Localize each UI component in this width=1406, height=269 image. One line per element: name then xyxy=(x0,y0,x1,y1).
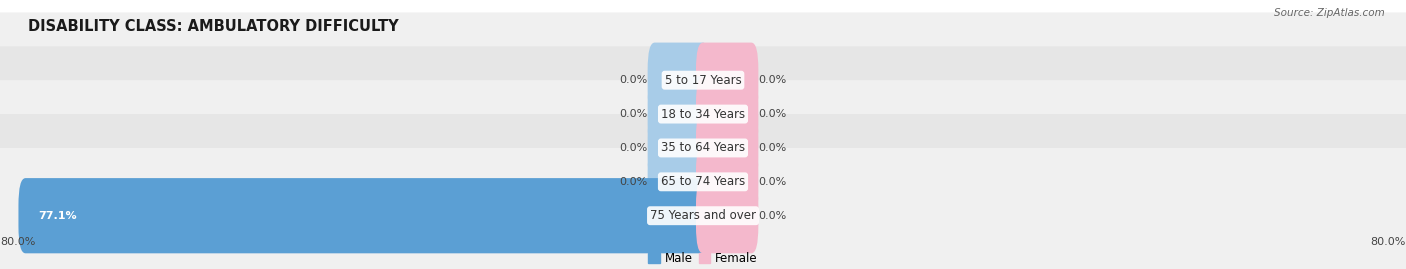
FancyBboxPatch shape xyxy=(18,178,710,253)
Legend: Male, Female: Male, Female xyxy=(644,247,762,269)
FancyBboxPatch shape xyxy=(0,148,1406,269)
FancyBboxPatch shape xyxy=(696,144,758,220)
Text: 77.1%: 77.1% xyxy=(39,211,77,221)
Text: 0.0%: 0.0% xyxy=(758,143,786,153)
Text: 0.0%: 0.0% xyxy=(620,143,648,153)
FancyBboxPatch shape xyxy=(648,144,710,220)
Text: DISABILITY CLASS: AMBULATORY DIFFICULTY: DISABILITY CLASS: AMBULATORY DIFFICULTY xyxy=(28,19,399,34)
Text: 0.0%: 0.0% xyxy=(620,177,648,187)
Text: 0.0%: 0.0% xyxy=(758,177,786,187)
Text: 80.0%: 80.0% xyxy=(0,237,35,247)
Text: 0.0%: 0.0% xyxy=(758,109,786,119)
Text: Source: ZipAtlas.com: Source: ZipAtlas.com xyxy=(1274,8,1385,18)
FancyBboxPatch shape xyxy=(0,114,1406,250)
Text: 0.0%: 0.0% xyxy=(620,75,648,85)
FancyBboxPatch shape xyxy=(0,46,1406,182)
Text: 0.0%: 0.0% xyxy=(758,211,786,221)
FancyBboxPatch shape xyxy=(0,80,1406,216)
FancyBboxPatch shape xyxy=(696,110,758,186)
Text: 5 to 17 Years: 5 to 17 Years xyxy=(665,74,741,87)
Text: 18 to 34 Years: 18 to 34 Years xyxy=(661,108,745,121)
FancyBboxPatch shape xyxy=(648,110,710,186)
Text: 0.0%: 0.0% xyxy=(758,75,786,85)
Text: 80.0%: 80.0% xyxy=(1371,237,1406,247)
FancyBboxPatch shape xyxy=(648,43,710,118)
FancyBboxPatch shape xyxy=(696,76,758,152)
FancyBboxPatch shape xyxy=(648,76,710,152)
FancyBboxPatch shape xyxy=(696,178,758,253)
FancyBboxPatch shape xyxy=(696,43,758,118)
FancyBboxPatch shape xyxy=(0,12,1406,148)
Text: 35 to 64 Years: 35 to 64 Years xyxy=(661,141,745,154)
Text: 75 Years and over: 75 Years and over xyxy=(650,209,756,222)
Text: 0.0%: 0.0% xyxy=(620,109,648,119)
Text: 65 to 74 Years: 65 to 74 Years xyxy=(661,175,745,188)
